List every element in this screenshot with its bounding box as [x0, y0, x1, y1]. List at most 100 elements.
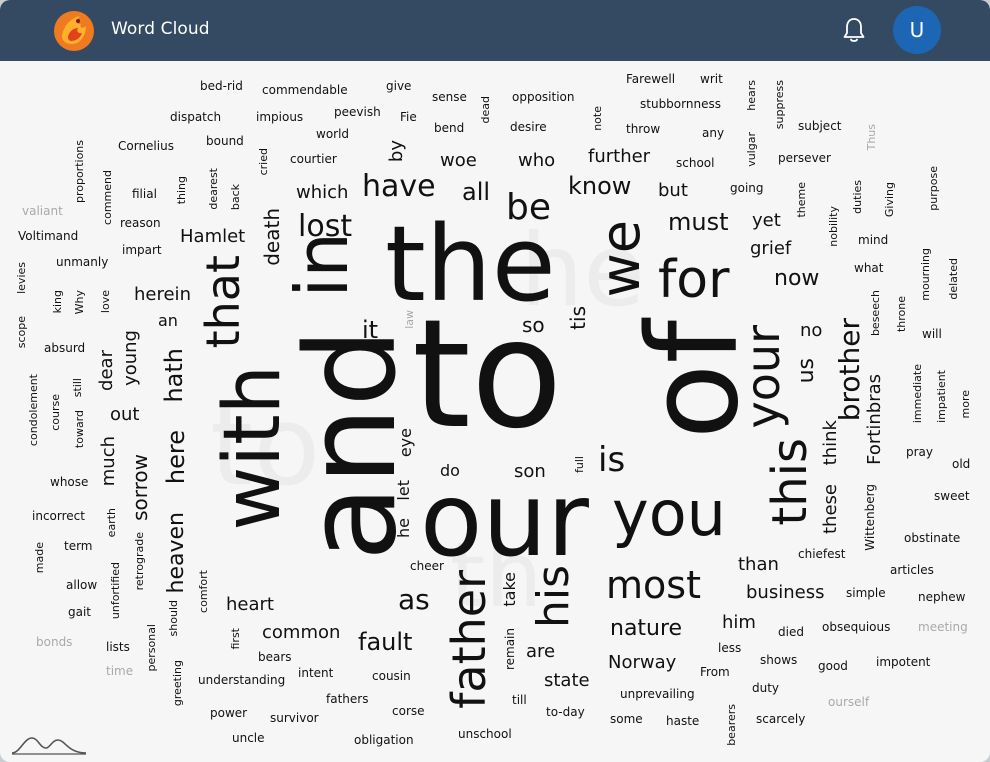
cloud-word[interactable]: dispatch	[170, 110, 222, 124]
cloud-word[interactable]: scope	[15, 316, 28, 349]
cloud-word[interactable]: no	[800, 320, 823, 341]
cloud-word[interactable]: Wittenberg	[863, 484, 877, 551]
cloud-word[interactable]: he	[394, 518, 413, 538]
cloud-word[interactable]: subject	[798, 119, 842, 133]
cloud-word[interactable]: retrograde	[133, 532, 146, 591]
cloud-word[interactable]: give	[386, 79, 412, 93]
cloud-word[interactable]: writ	[700, 72, 723, 86]
cloud-word[interactable]: courtier	[290, 152, 337, 166]
cloud-word[interactable]: grief	[750, 238, 792, 259]
cloud-word[interactable]: impious	[256, 110, 304, 124]
cloud-word[interactable]: will	[922, 327, 942, 341]
cloud-word[interactable]: but	[658, 180, 688, 201]
cloud-word[interactable]: here	[162, 430, 190, 485]
cloud-word[interactable]: an	[158, 311, 178, 330]
cloud-word[interactable]: business	[746, 582, 825, 603]
cloud-word[interactable]: full	[573, 456, 586, 473]
cloud-word[interactable]: toward	[73, 410, 86, 449]
cloud-word[interactable]: meeting	[918, 620, 968, 634]
cloud-word[interactable]: theme	[795, 182, 808, 218]
cloud-word[interactable]: Farewell	[626, 72, 676, 86]
cloud-word[interactable]: simple	[846, 586, 886, 600]
cloud-word[interactable]: mourning	[919, 248, 932, 301]
cloud-word[interactable]: woe	[440, 150, 477, 171]
cloud-word[interactable]: personal	[145, 624, 158, 672]
cloud-word[interactable]: with	[208, 365, 298, 531]
cloud-word[interactable]: note	[591, 106, 604, 131]
cloud-word[interactable]: some	[610, 712, 643, 726]
cloud-word[interactable]: take	[500, 572, 519, 607]
cloud-word[interactable]: your	[736, 325, 790, 429]
cloud-word[interactable]: comfort	[197, 570, 210, 613]
cloud-word[interactable]: Norway	[608, 652, 677, 673]
cloud-word[interactable]: shows	[760, 653, 798, 667]
cloud-word[interactable]: young	[120, 330, 141, 386]
cloud-word[interactable]: scarcely	[756, 712, 806, 726]
cloud-word[interactable]: whose	[50, 475, 89, 489]
user-avatar[interactable]: U	[893, 6, 941, 54]
cloud-word[interactable]: pray	[906, 445, 934, 459]
cloud-word[interactable]: sense	[432, 90, 467, 104]
cloud-word[interactable]: earth	[105, 508, 118, 538]
cloud-word[interactable]: that	[196, 255, 250, 349]
cloud-word[interactable]: know	[568, 172, 632, 200]
cloud-word[interactable]: understanding	[198, 673, 286, 687]
cloud-word[interactable]: bears	[258, 650, 292, 664]
cloud-word[interactable]: throw	[626, 122, 661, 136]
cloud-word[interactable]: any	[702, 126, 725, 140]
cloud-word[interactable]: allow	[66, 578, 98, 592]
cloud-word[interactable]: most	[606, 563, 701, 607]
cloud-word[interactable]: fathers	[326, 692, 369, 706]
cloud-word[interactable]: filial	[132, 187, 157, 201]
cloud-word[interactable]: state	[544, 670, 590, 691]
cloud-word[interactable]: heaven	[164, 512, 189, 594]
cloud-word[interactable]: cheer	[410, 559, 444, 573]
cloud-word[interactable]: impotent	[876, 655, 931, 669]
cloud-word[interactable]: remain	[503, 628, 517, 671]
cloud-word[interactable]: power	[210, 706, 248, 720]
cloud-word[interactable]: till	[512, 693, 527, 707]
cloud-word[interactable]: it	[362, 316, 379, 344]
cloud-word[interactable]: reason	[120, 216, 161, 230]
cloud-word[interactable]: back	[229, 184, 242, 211]
cloud-word[interactable]: thing	[175, 176, 188, 205]
cloud-word[interactable]: as	[398, 583, 430, 616]
cloud-word[interactable]: haste	[666, 714, 700, 728]
cloud-word[interactable]: suppress	[773, 80, 786, 130]
cloud-word[interactable]: should	[167, 600, 180, 637]
cloud-word[interactable]: dearest	[207, 168, 220, 210]
cloud-word[interactable]: peevish	[334, 105, 381, 119]
cloud-word[interactable]: much	[98, 436, 119, 487]
cloud-word[interactable]: valiant	[22, 204, 63, 218]
cloud-word[interactable]: lists	[106, 640, 130, 654]
cloud-word[interactable]: by	[386, 140, 407, 163]
cloud-word[interactable]: first	[229, 628, 242, 650]
cloud-word[interactable]: beseech	[869, 290, 882, 337]
cloud-word[interactable]: obstinate	[904, 531, 961, 545]
cloud-word[interactable]: the	[385, 203, 556, 325]
cloud-word[interactable]: these	[820, 484, 841, 534]
cloud-word[interactable]: think	[820, 420, 841, 466]
cloud-word[interactable]: tis	[566, 306, 590, 330]
cloud-word[interactable]: him	[722, 612, 756, 633]
cloud-word[interactable]: old	[952, 457, 971, 471]
cloud-word[interactable]: survivor	[270, 711, 319, 725]
cloud-word[interactable]: son	[514, 461, 546, 482]
cloud-word[interactable]: Hamlet	[180, 226, 246, 247]
cloud-word[interactable]: for	[658, 250, 730, 310]
cloud-word[interactable]: obligation	[354, 733, 414, 747]
cloud-word[interactable]: bed-rid	[200, 79, 243, 93]
bell-icon[interactable]	[838, 14, 870, 46]
cloud-word[interactable]: immediate	[911, 364, 924, 424]
cloud-word[interactable]: king	[51, 290, 64, 314]
cloud-word[interactable]: chiefest	[798, 547, 846, 561]
cloud-word[interactable]: good	[818, 659, 848, 673]
cloud-word[interactable]: time	[106, 664, 134, 678]
cloud-word[interactable]: to-day	[546, 705, 585, 719]
cloud-word[interactable]: gait	[68, 605, 92, 619]
cloud-word[interactable]: you	[612, 477, 726, 550]
cloud-word[interactable]: levies	[15, 262, 28, 294]
cloud-word[interactable]: purpose	[927, 166, 940, 211]
cloud-word[interactable]: do	[440, 461, 460, 480]
cloud-word[interactable]: unmanly	[56, 255, 109, 269]
